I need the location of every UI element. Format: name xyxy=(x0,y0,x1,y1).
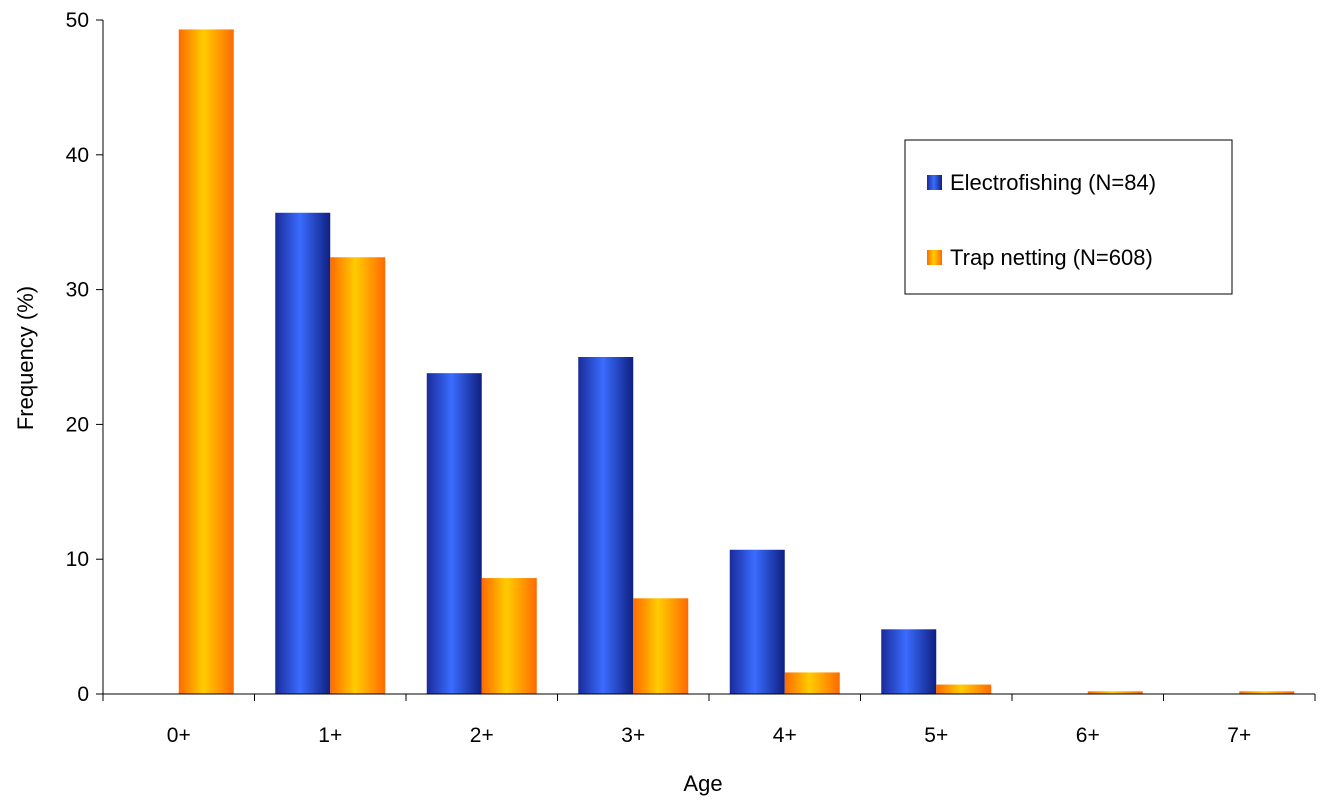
legend-swatch-electrofishing xyxy=(927,175,942,190)
bar-trap-4plus xyxy=(784,672,840,694)
bar-electrofishing-1plus xyxy=(275,212,331,695)
y-tick-label: 0 xyxy=(77,683,89,706)
legend-box xyxy=(904,139,1233,295)
bar-electrofishing-4plus xyxy=(729,549,785,694)
y-tick-label: 40 xyxy=(66,144,89,167)
x-tick-label: 6+ xyxy=(1076,724,1100,747)
legend-label-electrofishing: Electrofishing (N=84) xyxy=(950,170,1156,195)
bar-trap-6plus xyxy=(1087,691,1143,694)
x-tick-label: 7+ xyxy=(1227,724,1251,747)
x-tick-label: 5+ xyxy=(924,724,948,747)
legend: Electrofishing (N=84) Trap netting (N=60… xyxy=(904,139,1233,295)
x-axis-title: Age xyxy=(683,771,722,796)
bar-trap-3plus xyxy=(633,598,689,694)
bar-trap-1plus xyxy=(330,257,386,694)
y-tick-label: 20 xyxy=(66,413,89,436)
y-tick-label: 50 xyxy=(66,9,89,32)
axes-layer: 0 10 20 30 40 50 0+ 1+ 2+ 3+ 4+ 5+ 6+ 7+ xyxy=(66,9,1316,747)
y-tick-label: 30 xyxy=(66,279,89,302)
bar-trap-5plus xyxy=(936,684,992,694)
x-tick-label: 2+ xyxy=(470,724,494,747)
bar-trap-2plus xyxy=(481,578,537,694)
y-tick-label: 10 xyxy=(66,548,89,571)
bars-layer xyxy=(178,29,1295,695)
x-tick-label: 3+ xyxy=(621,724,645,747)
legend-swatch-trap-netting xyxy=(927,250,942,265)
bar-electrofishing-3plus xyxy=(578,357,634,694)
legend-label-trap-netting: Trap netting (N=608) xyxy=(950,245,1153,270)
bar-electrofishing-2plus xyxy=(426,373,482,694)
bar-trap-7plus xyxy=(1239,691,1295,694)
x-tick-label: 1+ xyxy=(318,724,342,747)
bar-trap-0plus xyxy=(178,29,234,695)
x-tick-label: 0+ xyxy=(167,724,191,747)
y-axis-title: Frequency (%) xyxy=(13,286,38,430)
bar-electrofishing-5plus xyxy=(881,629,937,694)
x-tick-label: 4+ xyxy=(773,724,797,747)
